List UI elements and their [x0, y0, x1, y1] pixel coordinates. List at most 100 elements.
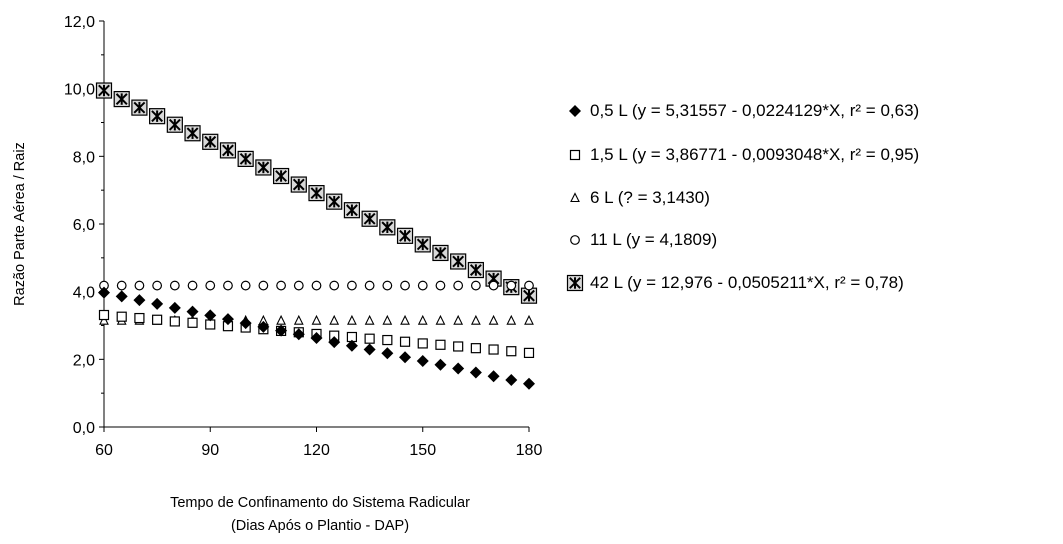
y-axis-title: Razão Parte Aérea / Raiz	[12, 142, 28, 306]
data-point	[169, 280, 180, 291]
legend-label: 42 L (y = 12,976 - 0,0505211*X, r² = 0,7…	[590, 273, 904, 292]
data-point	[470, 314, 481, 325]
legend-marker	[569, 105, 581, 117]
data-point	[202, 133, 219, 150]
axes	[103, 21, 529, 428]
data-point	[470, 280, 481, 291]
y-tick-label: 4,0	[73, 285, 95, 302]
data-point	[523, 347, 535, 359]
data-point	[453, 341, 464, 352]
y-tick-label: 12,0	[64, 14, 95, 31]
y-tick-label: 8,0	[73, 149, 95, 166]
data-point	[98, 286, 110, 299]
data-point	[382, 314, 393, 325]
data-point	[469, 366, 482, 379]
data-point	[240, 280, 251, 291]
data-point	[435, 339, 446, 350]
legend-marker	[570, 235, 580, 245]
data-point	[237, 150, 254, 168]
data-point	[364, 314, 375, 325]
data-point	[488, 314, 499, 325]
data-point	[133, 294, 146, 307]
data-point	[396, 227, 414, 244]
data-point	[166, 116, 183, 133]
legend-marker	[566, 274, 584, 292]
y-ticks: 0,0 2,0 4,0 6,0 8,0 10,0 12,0	[64, 14, 104, 437]
data-point	[205, 280, 216, 291]
data-point	[452, 362, 465, 375]
data-point	[416, 355, 429, 368]
data-point	[435, 314, 446, 325]
x-tick-label: 180	[516, 442, 543, 459]
series-3	[99, 280, 534, 291]
data-point	[453, 314, 464, 325]
y-tick-label: 2,0	[73, 352, 95, 369]
data-point	[204, 309, 217, 322]
legend-item: 1,5 L (y = 3,86771 - 0,0093048*X, r² = 0…	[569, 145, 919, 164]
data-point	[400, 314, 410, 325]
data-point	[328, 336, 341, 349]
series-2	[99, 314, 534, 325]
data-point	[414, 236, 431, 253]
legend-item: 6 L (? = 3,1430)	[570, 188, 710, 207]
data-point	[95, 82, 113, 99]
data-point	[292, 328, 305, 341]
data-point	[311, 280, 322, 291]
data-point	[399, 336, 411, 347]
data-point	[149, 108, 166, 125]
legend-label: 11 L (y = 4,1809)	[590, 230, 717, 249]
data-point	[417, 314, 428, 325]
data-point	[453, 280, 464, 291]
legend-item: 11 L (y = 4,1809)	[570, 230, 717, 249]
data-point	[116, 311, 127, 322]
data-point	[417, 338, 428, 349]
data-point	[364, 280, 375, 291]
data-point	[169, 316, 180, 327]
data-point	[329, 280, 340, 291]
data-point	[131, 99, 148, 116]
data-point	[221, 313, 234, 326]
data-point	[293, 280, 304, 291]
data-point	[520, 287, 538, 304]
data-point	[450, 253, 467, 270]
data-point	[345, 339, 358, 352]
legend-marker	[570, 192, 580, 203]
y-tick-label: 10,0	[64, 82, 95, 99]
data-point	[363, 343, 376, 356]
data-point	[239, 317, 252, 330]
x-axis-title-line-1: Tempo de Confinamento do Sistema Radicul…	[170, 495, 470, 511]
data-point	[399, 351, 412, 364]
data-point	[467, 261, 484, 279]
legend-marker	[569, 149, 581, 161]
legend-label: 6 L (? = 3,1430)	[590, 188, 710, 207]
data-point	[187, 317, 198, 328]
data-point	[524, 314, 534, 325]
data-point	[255, 159, 272, 176]
data-point	[347, 314, 357, 325]
data-point	[382, 280, 393, 291]
y-tick-label: 0,0	[73, 420, 95, 437]
data-point	[379, 219, 396, 236]
data-point	[400, 280, 410, 291]
data-point	[485, 270, 502, 287]
data-point	[505, 373, 518, 386]
data-point	[98, 309, 110, 321]
legend-item: 0,5 L (y = 5,31557 - 0,0224129*X, r² = 0…	[569, 101, 919, 120]
series-4	[95, 82, 538, 304]
data-point	[276, 280, 286, 291]
data-point	[308, 185, 325, 202]
x-tick-label: 90	[201, 442, 219, 459]
data-point	[488, 280, 499, 291]
data-point	[470, 343, 481, 354]
data-point	[223, 280, 233, 291]
x-tick-label: 120	[303, 442, 330, 459]
data-point	[347, 280, 357, 291]
data-point	[187, 280, 198, 291]
legend-item: 42 L (y = 12,976 - 0,0505211*X, r² = 0,7…	[566, 273, 904, 292]
data-point	[382, 334, 393, 346]
data-point	[524, 280, 534, 291]
legend-label: 0,5 L (y = 5,31557 - 0,0224129*X, r² = 0…	[590, 101, 919, 120]
data-point	[184, 125, 201, 142]
legend: 0,5 L (y = 5,31557 - 0,0224129*X, r² = 0…	[566, 101, 919, 292]
